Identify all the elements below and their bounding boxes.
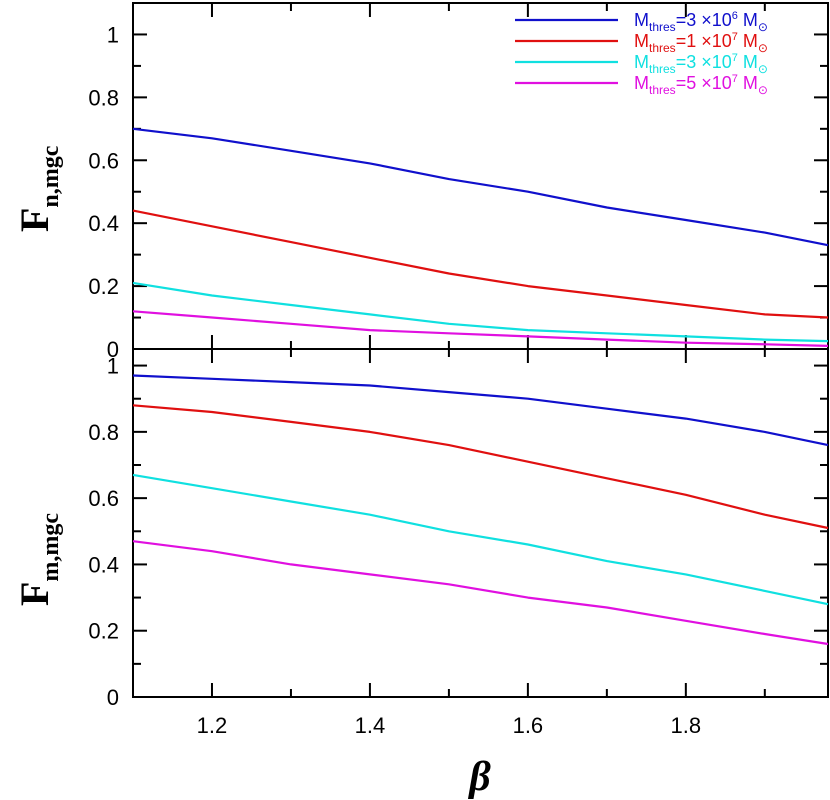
top-y-tick-label: 1: [107, 22, 119, 47]
bottom-y-tick-label: 0: [107, 685, 119, 710]
top-y-tick-label: 0.8: [88, 85, 119, 110]
legend: Mthres=3 ×106 M⊙Mthres=1 ×107 M⊙Mthres=3…: [515, 10, 768, 97]
bottom-y-tick-label: 0.4: [88, 552, 119, 577]
top-y-tick-label: 0.2: [88, 274, 119, 299]
top-series-line-1: [132, 127, 829, 247]
top-y-axis-title-sub: n,mgc: [38, 145, 64, 207]
legend-label-3: Mthres=3 ×107 M⊙: [634, 52, 768, 76]
bottom-y-axis-title: Fm,mgc: [12, 513, 64, 606]
x-tick-label: 1.4: [355, 713, 386, 738]
bottom-y-tick-label: 1: [107, 354, 119, 379]
x-axis-title: β: [467, 754, 491, 800]
top-y-tick-label: 0: [107, 337, 119, 362]
bottom-series-line-1: [132, 374, 829, 447]
x-tick-label: 1.2: [197, 713, 228, 738]
bottom-y-axis-title-main: F: [12, 582, 57, 606]
legend-label-2: Mthres=1 ×107 M⊙: [634, 31, 768, 55]
legend-label-4: Mthres=5 ×107 M⊙: [634, 73, 768, 97]
top-series-line-3: [132, 281, 829, 343]
top-y-tick-label: 0.4: [88, 211, 119, 236]
bottom-y-axis-title-sub: m,mgc: [38, 513, 64, 582]
bottom-series-line-3: [132, 473, 829, 606]
legend-label-1: Mthres=3 ×106 M⊙: [634, 10, 768, 34]
bottom-series-line-2: [132, 404, 829, 530]
x-tick-label: 1.6: [513, 713, 544, 738]
x-tick-label: 1.8: [671, 713, 702, 738]
top-y-axis-title: Fn,mgc: [12, 145, 64, 232]
bottom-y-tick-label: 0.8: [88, 420, 119, 445]
top-y-axis-title-main: F: [12, 208, 57, 232]
top-series-line-2: [132, 209, 829, 319]
top-y-tick-label: 0.6: [88, 148, 119, 173]
top-series-line-4: [132, 310, 829, 347]
bottom-y-tick-label: 0.6: [88, 486, 119, 511]
bottom-panel: 0 0.2 0.4 0.6 0.8 1 1.2 1.4 1.6 1.8: [88, 348, 829, 738]
top-panel: 0 0.2 0.4 0.6 0.8 1: [88, 2, 829, 362]
bottom-plot-frame: [132, 348, 829, 698]
bottom-series-line-4: [132, 540, 829, 646]
bottom-y-tick-label: 0.2: [88, 619, 119, 644]
